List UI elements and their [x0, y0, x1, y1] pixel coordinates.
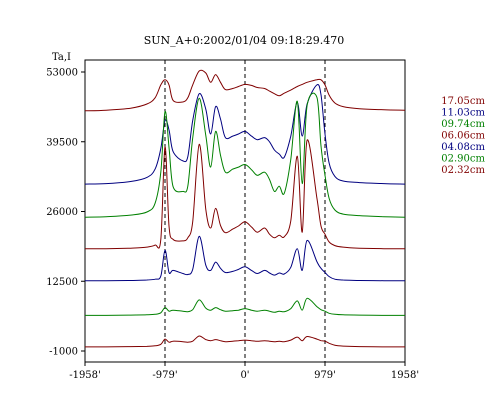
- legend-entry-11.03cm: 11.03cm: [441, 108, 485, 119]
- y-tick-label-0: -1000: [49, 347, 78, 358]
- series-line-02.90cm: [84, 297, 405, 316]
- y-tick-label-4: 53000: [46, 68, 78, 79]
- legend-entry-04.08cm: 04.08cm: [441, 142, 485, 153]
- series-line-04.08cm: [84, 235, 406, 282]
- series-line-02.32cm: [84, 335, 405, 348]
- y-tick-label-1: 12500: [46, 277, 78, 288]
- series-line-06.06cm: [84, 139, 406, 250]
- y-tick-label-2: 26000: [46, 207, 78, 218]
- series-line-11.03cm: [84, 84, 406, 185]
- y-axis-label: Ta,I: [52, 52, 71, 63]
- chart-title: SUN_A+0:2002/01/04 09:18:29.470: [144, 34, 345, 47]
- legend-entry-06.06cm: 06.06cm: [441, 131, 485, 142]
- x-tick-label-4: 1958': [391, 370, 419, 381]
- y-axis-ticks: -1000 12500 26000 39500 53000: [46, 68, 85, 358]
- series-line-09.74cm: [84, 92, 406, 218]
- legend-entry-02.90cm: 02.90cm: [441, 154, 485, 165]
- series-line-17.05cm: [84, 69, 406, 112]
- legend-entry-17.05cm: 17.05cm: [441, 96, 485, 107]
- vertical-markers: [164, 60, 326, 362]
- y-tick-label-3: 39500: [46, 137, 78, 148]
- x-tick-label-3: 979': [314, 370, 336, 381]
- legend: 17.05cm11.03cm09.74cm06.06cm04.08cm02.90…: [441, 96, 485, 176]
- series-layer: [84, 69, 406, 348]
- x-tick-label-0: -1958': [69, 370, 101, 381]
- legend-entry-09.74cm: 09.74cm: [441, 119, 485, 130]
- x-tick-label-1: -979': [152, 370, 177, 381]
- x-tick-label-2: 0': [240, 370, 249, 381]
- legend-entry-02.32cm: 02.32cm: [441, 165, 485, 176]
- x-axis-ticks: -1958' -979' 0' 979' 1958': [69, 362, 419, 381]
